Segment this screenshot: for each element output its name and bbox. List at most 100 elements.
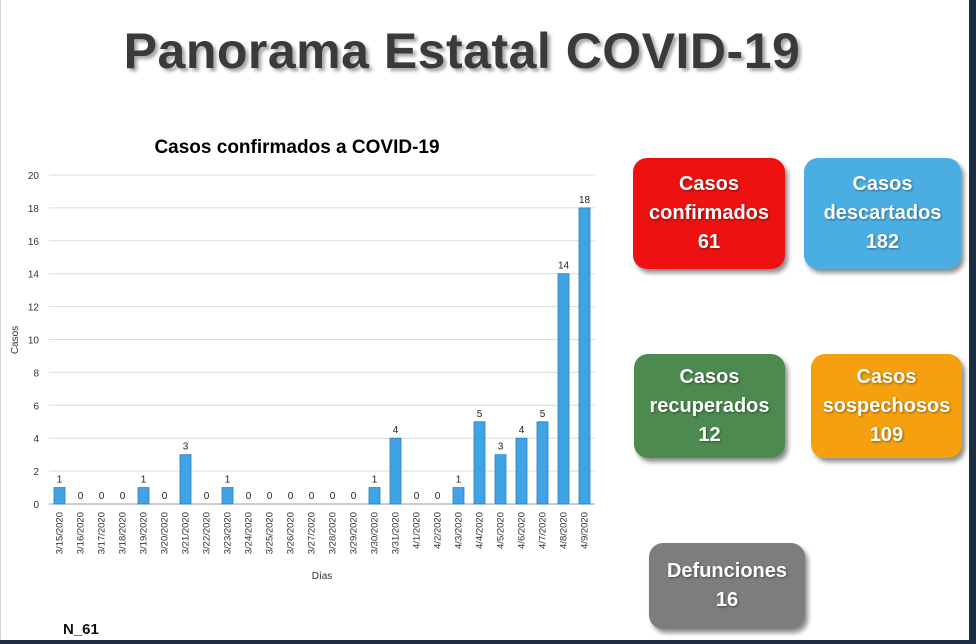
bar-value-label: 14 bbox=[558, 261, 570, 272]
chart-gridlines bbox=[49, 174, 595, 505]
chart-title: Casos confirmados a COVID-19 bbox=[154, 137, 439, 158]
x-tick-label: 3/17/2020 bbox=[97, 512, 108, 554]
bar-chart: Casos confirmados a COVID-19 02468101214… bbox=[10, 137, 595, 582]
x-tick-label: 3/22/2020 bbox=[202, 512, 213, 554]
x-tick-label: 4/5/2020 bbox=[496, 512, 507, 549]
y-tick-label: 10 bbox=[28, 336, 40, 347]
x-tick-label: 4/9/2020 bbox=[580, 512, 591, 549]
x-tick-label: 4/1/2020 bbox=[412, 512, 423, 549]
x-tick-label: 3/23/2020 bbox=[223, 512, 234, 554]
page-title: Panorama Estatal COVID-19 bbox=[123, 23, 801, 79]
bar-value-label: 0 bbox=[78, 491, 84, 502]
bar-value-label: 0 bbox=[267, 491, 273, 502]
x-tick-label: 3/16/2020 bbox=[76, 512, 87, 554]
y-tick-label: 8 bbox=[33, 368, 39, 379]
card-value: 61 bbox=[697, 231, 721, 253]
bar-value-label: 1 bbox=[57, 475, 63, 486]
x-tick-label: 3/27/2020 bbox=[307, 512, 318, 554]
card-value: 16 bbox=[715, 589, 739, 611]
x-tick-label: 3/31/2020 bbox=[391, 512, 402, 554]
bar-value-label: 1 bbox=[225, 475, 231, 486]
bar-value-label: 0 bbox=[120, 491, 126, 502]
bar-value-label: 4 bbox=[393, 425, 399, 436]
x-tick-label: 4/7/2020 bbox=[538, 512, 549, 549]
y-axis-label: Casos bbox=[10, 326, 21, 354]
card-casos-sospechosos: Casos sospechosos 109 bbox=[811, 354, 962, 458]
chart-bars bbox=[53, 207, 591, 505]
bar-value-label: 0 bbox=[162, 491, 168, 502]
x-tick-label: 3/26/2020 bbox=[286, 512, 297, 554]
x-tick-label: 3/29/2020 bbox=[349, 512, 360, 554]
y-tick-label: 6 bbox=[33, 401, 39, 412]
x-tick-label: 3/15/2020 bbox=[55, 512, 66, 554]
card-value: 109 bbox=[869, 423, 904, 446]
x-tick-label: 3/25/2020 bbox=[265, 512, 276, 554]
bar bbox=[389, 437, 402, 505]
footnote: N_61 bbox=[63, 621, 99, 638]
card-defunciones: Defunciones 16 bbox=[649, 543, 805, 629]
bar-value-label: 0 bbox=[288, 491, 294, 502]
card-label-line2: descartados bbox=[823, 202, 942, 224]
bar-value-label: 0 bbox=[351, 491, 357, 502]
bar-value-label: 18 bbox=[579, 195, 591, 206]
y-tick-label: 20 bbox=[28, 171, 40, 182]
bar-value-label: 5 bbox=[540, 409, 546, 420]
bar bbox=[368, 487, 381, 505]
bar bbox=[473, 421, 486, 505]
bar-value-label: 3 bbox=[183, 442, 189, 453]
x-tick-label: 3/19/2020 bbox=[139, 512, 150, 554]
card-label-line2: sospechosos bbox=[822, 394, 951, 417]
x-tick-label: 3/21/2020 bbox=[181, 512, 192, 554]
x-tick-label: 4/2/2020 bbox=[433, 512, 444, 549]
card-casos-recuperados: Casos recuperados 12 bbox=[634, 354, 785, 458]
y-tick-label: 12 bbox=[28, 303, 40, 314]
x-axis: 3/15/2020 3/16/2020 3/17/2020 3/18/2020 3/19… bbox=[55, 512, 591, 554]
x-tick-label: 3/20/2020 bbox=[160, 512, 171, 554]
x-tick-label: 3/24/2020 bbox=[244, 512, 255, 554]
bar bbox=[53, 487, 66, 505]
card-label-line1: Defunciones bbox=[666, 560, 788, 582]
bar-value-label: 0 bbox=[309, 491, 315, 502]
bar-value-label: 1 bbox=[141, 475, 147, 486]
card-value: 12 bbox=[698, 423, 721, 446]
bar-value-label: 5 bbox=[477, 409, 483, 420]
card-label-line1: Casos bbox=[852, 173, 913, 195]
y-tick-label: 4 bbox=[33, 434, 39, 445]
x-tick-label: 4/3/2020 bbox=[454, 512, 465, 549]
card-label-line1: Casos bbox=[856, 365, 917, 388]
bar-value-label: 1 bbox=[456, 475, 462, 486]
x-tick-label: 4/8/2020 bbox=[559, 512, 570, 549]
y-tick-label: 16 bbox=[28, 237, 40, 248]
bar bbox=[494, 454, 507, 505]
bar-value-label: 0 bbox=[435, 491, 441, 502]
card-label-line2: confirmados bbox=[648, 202, 770, 224]
card-label-line2: recuperados bbox=[649, 394, 770, 417]
bar bbox=[452, 487, 465, 505]
bar-value-label: 4 bbox=[519, 425, 525, 436]
x-tick-label: 4/4/2020 bbox=[475, 512, 486, 549]
bar-value-label: 3 bbox=[498, 442, 504, 453]
x-tick-label: 3/28/2020 bbox=[328, 512, 339, 554]
y-axis: 0 2 4 6 8 10 12 14 16 18 20 bbox=[28, 171, 40, 511]
card-label-line1: Casos bbox=[678, 173, 740, 195]
bar-value-label: 1 bbox=[372, 475, 378, 486]
x-tick-label: 3/18/2020 bbox=[118, 512, 129, 554]
bar-value-label: 0 bbox=[204, 491, 210, 502]
card-value: 182 bbox=[865, 231, 900, 253]
y-tick-label: 0 bbox=[33, 500, 39, 511]
bar bbox=[221, 487, 234, 505]
bar-value-label: 0 bbox=[99, 491, 105, 502]
bar-value-label: 0 bbox=[246, 491, 252, 502]
bar bbox=[557, 273, 570, 505]
y-tick-label: 2 bbox=[33, 467, 39, 478]
card-casos-confirmados: Casos confirmados 61 bbox=[633, 158, 785, 269]
bar-value-label: 0 bbox=[414, 491, 420, 502]
bar bbox=[578, 207, 591, 505]
bar bbox=[515, 437, 528, 505]
bar bbox=[536, 421, 549, 505]
bar-value-label: 0 bbox=[330, 491, 336, 502]
x-tick-label: 3/30/2020 bbox=[370, 512, 381, 554]
card-label-line1: Casos bbox=[679, 365, 740, 388]
